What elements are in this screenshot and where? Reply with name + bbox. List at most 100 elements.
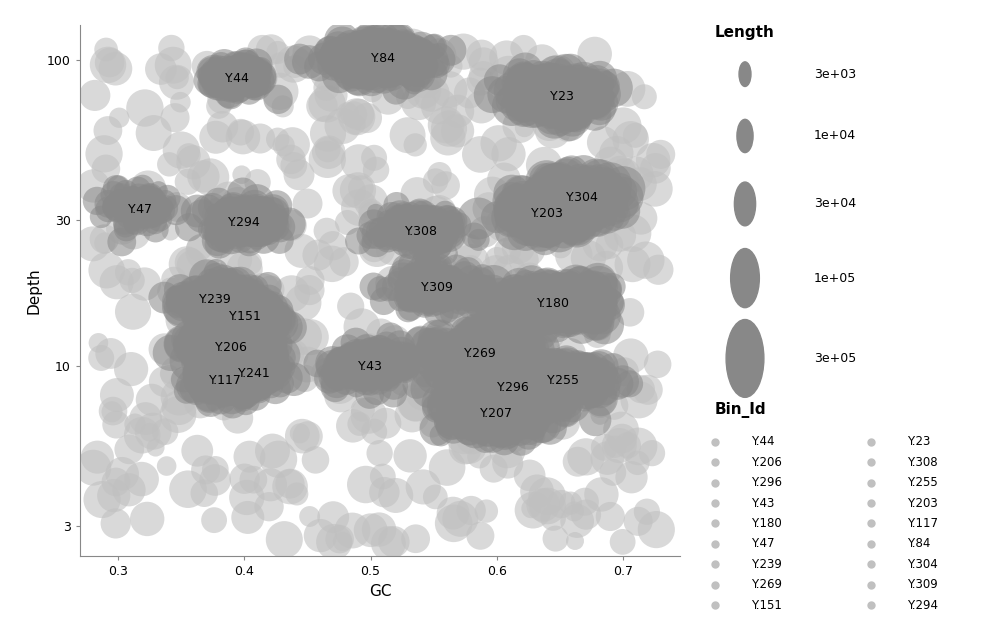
Point: [521, 423, 537, 433]
Point: [592, 73, 608, 83]
Point: [400, 130, 416, 140]
Point: [547, 386, 563, 396]
Point: [484, 346, 500, 356]
Point: [201, 378, 217, 387]
Point: [439, 350, 455, 360]
Point: [576, 292, 592, 302]
Point: [224, 348, 240, 358]
Point: [235, 74, 251, 83]
Point: [503, 416, 519, 426]
Text: Y.296: Y.296: [497, 381, 530, 394]
Point: [548, 178, 564, 188]
Point: [533, 389, 549, 399]
Point: [486, 376, 502, 386]
Point: [542, 98, 558, 108]
Point: [455, 393, 471, 403]
Point: [366, 44, 382, 54]
Point: [232, 378, 248, 387]
Point: [544, 375, 560, 384]
Point: [328, 63, 344, 73]
Point: [262, 304, 278, 314]
Point: [242, 316, 258, 326]
Text: 3e+03: 3e+03: [814, 67, 856, 81]
Point: [534, 304, 550, 314]
Point: [562, 206, 578, 216]
Point: [450, 126, 466, 136]
Point: [490, 377, 506, 387]
Point: [237, 62, 253, 72]
Point: [219, 380, 235, 390]
Point: [222, 318, 238, 328]
Point: [527, 199, 543, 209]
Point: [233, 378, 249, 388]
Point: [472, 339, 488, 349]
Point: [442, 273, 458, 283]
Point: [254, 368, 270, 378]
Point: [454, 341, 470, 350]
Point: [447, 344, 463, 354]
Point: [215, 336, 231, 345]
Point: [547, 188, 563, 198]
Point: [220, 298, 236, 308]
Point: [473, 349, 489, 358]
Point: [218, 70, 234, 80]
Point: [254, 369, 270, 379]
Point: [236, 220, 252, 230]
Point: [500, 394, 516, 404]
Point: [500, 354, 516, 364]
Point: [221, 363, 237, 373]
Point: [174, 376, 190, 386]
Point: [234, 311, 250, 321]
Point: [448, 361, 464, 371]
Point: [252, 67, 268, 77]
Point: [510, 338, 526, 348]
Point: [477, 283, 493, 293]
Point: [567, 536, 583, 546]
Point: [447, 342, 463, 352]
Point: [571, 220, 587, 230]
Point: [195, 372, 211, 382]
Point: [542, 378, 558, 387]
Point: [542, 384, 558, 394]
Point: [144, 200, 160, 210]
Point: [548, 103, 564, 113]
Point: [360, 53, 376, 62]
Point: [464, 401, 480, 411]
Point: [482, 336, 498, 345]
Point: [341, 69, 357, 79]
Point: [501, 349, 517, 358]
Point: [475, 358, 491, 368]
Point: [389, 281, 405, 291]
Point: [457, 389, 473, 399]
Point: [563, 201, 579, 211]
Point: [497, 398, 513, 408]
Point: [504, 405, 520, 415]
Point: [435, 219, 451, 229]
Point: [219, 341, 235, 350]
Point: [516, 104, 532, 114]
Point: [578, 510, 594, 520]
Point: [545, 302, 561, 312]
Point: [510, 376, 526, 386]
Point: [542, 206, 558, 216]
Point: [362, 64, 378, 74]
Point: [261, 337, 277, 347]
Point: [249, 366, 265, 376]
Point: [557, 209, 573, 219]
Point: [471, 385, 487, 395]
Point: [468, 373, 484, 383]
Point: [619, 84, 635, 94]
Point: [459, 418, 475, 428]
Point: [545, 400, 561, 410]
Point: [402, 209, 418, 219]
Point: [529, 297, 545, 307]
Point: [241, 452, 257, 462]
Point: [542, 423, 558, 433]
Point: [548, 188, 564, 198]
Point: [183, 334, 199, 344]
Point: [476, 227, 492, 237]
Point: [231, 332, 247, 342]
Point: [181, 150, 197, 160]
Point: [486, 387, 502, 397]
Point: [227, 298, 243, 308]
